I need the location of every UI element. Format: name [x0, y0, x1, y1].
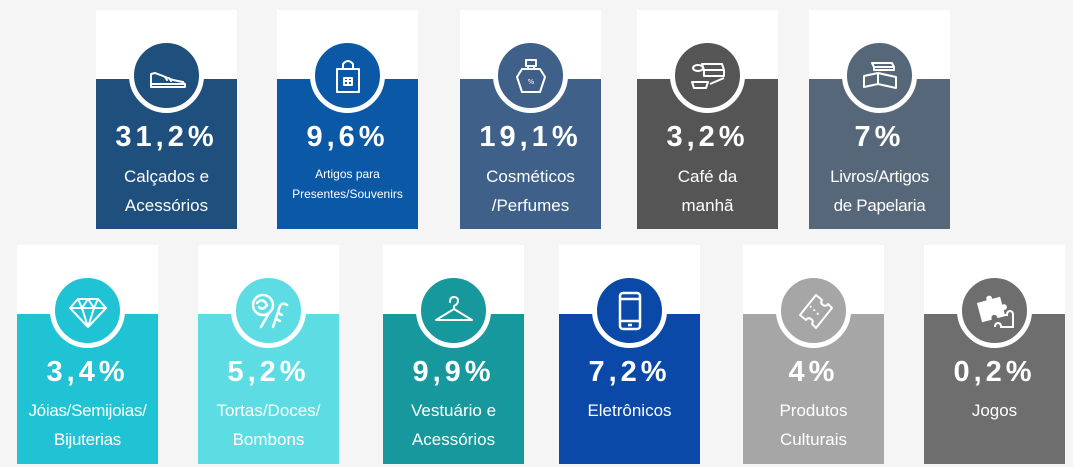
books-icon: [842, 38, 917, 113]
category-card-calcados: 31,2% Calçados e Acessórios: [96, 10, 237, 229]
category-card-cafe: 3,2% Café da manhã: [637, 10, 778, 229]
category-label: Jóias/Semijoias/ Bijuterias: [28, 401, 147, 449]
category-card-produtos-culturais: 4% Produtos Culturais: [743, 245, 884, 464]
category-card-cosmeticos: % 19,1% Cosméticos /Perfumes: [460, 10, 601, 229]
category-card-vestuario: 9,9% Vestuário e Acessórios: [383, 245, 524, 464]
percentage-value: 4%: [788, 356, 839, 388]
category-label: Calçados e Acessórios: [123, 167, 210, 215]
percentage-value: 9,6%: [306, 121, 389, 153]
diamond-icon: [50, 273, 125, 348]
percentage-value: 9,9%: [412, 356, 495, 388]
hanger-icon: [416, 273, 491, 348]
puzzle-icon: [957, 273, 1032, 348]
category-label: Artigos para Presentes/Souvenirs: [292, 167, 403, 201]
smartphone-icon: [592, 273, 667, 348]
category-label: Jogos: [971, 401, 1018, 420]
percentage-value: 0,2%: [953, 356, 1036, 388]
category-label: Eletrônicos: [587, 401, 672, 420]
shoe-icon: [129, 38, 204, 113]
tickets-icon: [776, 273, 851, 348]
gift-bag-icon: [310, 38, 385, 113]
percentage-value: 7,2%: [588, 356, 671, 388]
category-card-jogos: 0,2% Jogos: [924, 245, 1065, 464]
category-card-presentes: 9,6% Artigos para Presentes/Souvenirs: [277, 10, 418, 229]
category-card-livros: 7% Livros/Artigos de Papelaria: [809, 10, 950, 229]
perfume-icon: %: [493, 38, 568, 113]
category-label: Vestuário e Acessórios: [410, 401, 497, 449]
percentage-value: 3,4%: [46, 356, 129, 388]
category-label: Livros/Artigos de Papelaria: [830, 167, 929, 215]
category-card-eletronicos: 7,2% Eletrônicos: [559, 245, 700, 464]
percentage-value: 5,2%: [227, 356, 310, 388]
category-label: Produtos Culturais: [779, 401, 848, 449]
percentage-value: 7%: [854, 121, 905, 153]
candy-icon: [231, 273, 306, 348]
category-label: Café da manhã: [677, 167, 738, 215]
category-label: Tortas/Doces/ Bombons: [216, 401, 321, 449]
percentage-value: 31,2%: [115, 121, 218, 153]
breakfast-icon: [670, 38, 745, 113]
percentage-value: 19,1%: [479, 121, 582, 153]
category-label: Cosméticos /Perfumes: [486, 167, 575, 215]
category-card-tortas: 5,2% Tortas/Doces/ Bombons: [198, 245, 339, 464]
category-card-joias: 3,4% Jóias/Semijoias/ Bijuterias: [17, 245, 158, 464]
svg-text:%: %: [527, 78, 534, 86]
percentage-value: 3,2%: [666, 121, 749, 153]
